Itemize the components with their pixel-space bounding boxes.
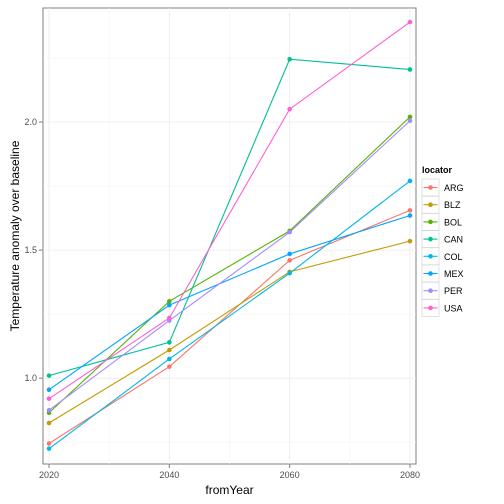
data-point-can [287, 56, 292, 62]
legend-key-point [428, 202, 433, 207]
legend-key-point [428, 288, 433, 294]
data-point-can [407, 67, 413, 72]
legend-label: CAN [444, 235, 463, 245]
legend-item-mex: MEX [421, 264, 464, 283]
x-tick-label: 2080 [400, 470, 420, 480]
data-point-arg [46, 441, 52, 446]
data-point-bol [407, 114, 413, 120]
y-axis-title: Temperature anomaly over baseline [8, 140, 22, 331]
legend-title: locator [422, 165, 453, 175]
data-point-arg [167, 364, 172, 369]
legend-key-point [428, 305, 433, 311]
data-point-mex [287, 251, 292, 257]
legend-item-arg: ARG [421, 178, 464, 197]
series-line-col [48, 180, 411, 450]
data-point-can [167, 340, 172, 345]
data-point-arg [407, 208, 413, 213]
x-tick-label: 2040 [159, 470, 179, 480]
x-axis-ticks: 2020 2040 2060 2080 [39, 464, 420, 480]
grid-lines [43, 8, 416, 464]
legend-key-point [428, 185, 433, 190]
legend-key-point [428, 253, 433, 259]
data-point-blz [167, 347, 172, 353]
x-tick-label: 2060 [280, 470, 300, 480]
legend-label: MEX [444, 269, 464, 279]
data-point-can [46, 373, 52, 378]
legend-label: BLZ [444, 200, 461, 210]
data-point-blz [407, 238, 413, 244]
legend-key-point [428, 236, 433, 242]
data-point-arg [287, 258, 292, 263]
legend-label: USA [444, 303, 463, 313]
data-point-mex [46, 387, 52, 393]
data-point-mex [407, 213, 413, 218]
legend-item-bol: BOL [421, 213, 462, 231]
series-line-per [48, 120, 411, 411]
series-line-blz [48, 240, 411, 424]
data-point-usa [407, 19, 413, 25]
data-point-col [287, 270, 292, 276]
series-line-bol [48, 116, 411, 414]
series-line-usa [48, 21, 411, 400]
data-point-bol [167, 299, 172, 304]
data-point-col [46, 446, 52, 451]
x-axis-title: fromYear [205, 483, 253, 497]
legend-item-can: CAN [421, 230, 463, 248]
legend-item-per: PER [421, 281, 463, 300]
data-point-per [407, 118, 413, 124]
y-tick-label: 1.5 [24, 245, 37, 255]
legend-label: ARG [444, 183, 464, 193]
legend-key-point [428, 219, 433, 225]
legend-label: PER [444, 286, 463, 296]
legend-item-col: COL [421, 247, 463, 266]
data-point-per [46, 407, 52, 413]
legend-item-blz: BLZ [421, 195, 461, 214]
series-points [46, 19, 413, 451]
legend-key-point [428, 271, 433, 276]
data-point-col [167, 356, 172, 362]
legend-label: BOL [444, 217, 462, 227]
legend-item-usa: USA [421, 299, 463, 317]
y-tick-label: 2.0 [24, 117, 37, 127]
data-point-col [407, 178, 413, 184]
series-lines [48, 21, 411, 450]
data-point-blz [46, 420, 52, 426]
data-point-usa [167, 315, 172, 321]
legend: locator ARG BLZ BOL CAN COL MEX PER USA [421, 165, 464, 317]
series-line-arg [48, 209, 411, 444]
data-point-usa [287, 106, 292, 112]
x-tick-label: 2020 [39, 470, 59, 480]
data-point-mex [167, 302, 172, 308]
data-point-per [287, 229, 292, 235]
y-axis-ticks: 1.0 1.5 2.0 [24, 117, 43, 383]
y-tick-label: 1.0 [24, 373, 37, 383]
series-line-mex [48, 214, 411, 391]
legend-label: COL [444, 252, 463, 262]
data-point-usa [46, 396, 52, 401]
